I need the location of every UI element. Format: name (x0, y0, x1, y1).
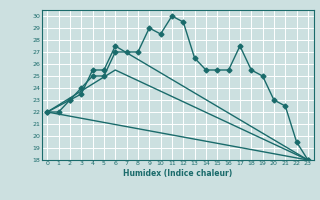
X-axis label: Humidex (Indice chaleur): Humidex (Indice chaleur) (123, 169, 232, 178)
